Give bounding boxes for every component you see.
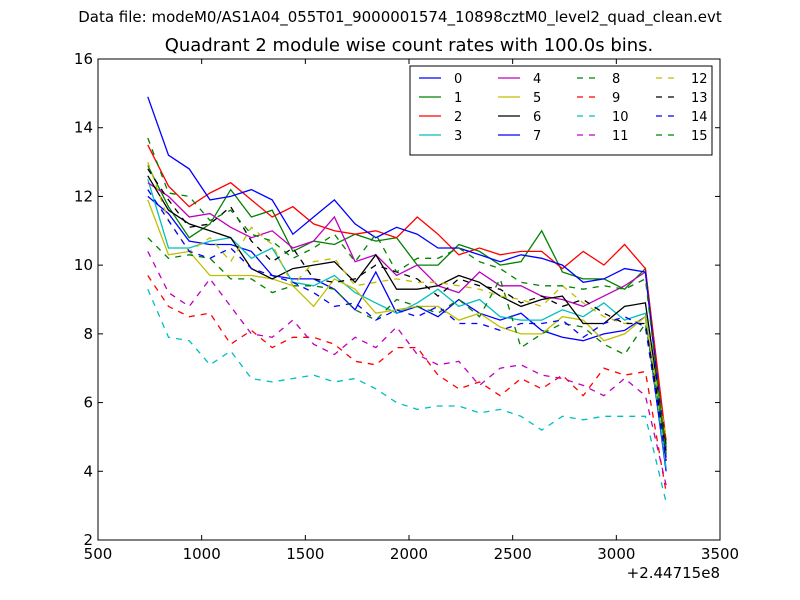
legend-label-11: 11	[612, 129, 629, 144]
y-tick-label: 10	[74, 256, 93, 274]
y-tick-label: 12	[74, 187, 93, 205]
legend-label-1: 1	[454, 91, 462, 106]
series-line-7	[147, 96, 667, 458]
figure-suptitle: Data file: modeM0/AS1A04_055T01_90000015…	[78, 8, 722, 26]
legend-label-3: 3	[454, 129, 462, 144]
legend-label-12: 12	[691, 72, 708, 87]
x-tick-label: 1500	[286, 545, 324, 563]
legend-label-9: 9	[612, 91, 620, 106]
series-line-1	[147, 165, 667, 444]
y-tick-label: 8	[83, 325, 93, 343]
series-line-10	[147, 288, 667, 503]
legend-label-10: 10	[612, 110, 629, 125]
series-line-0	[147, 195, 667, 472]
y-tick-label: 4	[83, 462, 93, 480]
y-tick-label: 2	[83, 531, 93, 549]
x-tick-label: 2500	[494, 545, 532, 563]
legend-label-7: 7	[533, 129, 541, 144]
y-tick-label: 6	[83, 394, 93, 412]
series-line-4	[147, 182, 667, 462]
series-line-14	[147, 189, 667, 462]
legend-label-5: 5	[533, 91, 541, 106]
y-tick-label: 14	[74, 119, 93, 137]
series-line-12	[147, 161, 667, 438]
x-tick-label: 500	[84, 545, 113, 563]
legend-label-6: 6	[533, 110, 541, 125]
legend-label-14: 14	[691, 110, 708, 125]
x-tick-label: 2000	[390, 545, 428, 563]
x-offset-label: +2.44715e8	[627, 564, 720, 582]
y-tick-label: 16	[74, 50, 93, 68]
legend-label-4: 4	[533, 72, 541, 87]
legend-frame	[409, 65, 713, 156]
series-line-9	[147, 275, 667, 493]
series-line-15	[147, 137, 667, 455]
series-layer	[147, 96, 667, 503]
series-line-11	[147, 251, 667, 486]
series-line-13	[147, 168, 667, 451]
series-line-6	[147, 175, 667, 448]
legend-label-8: 8	[612, 72, 620, 87]
x-tick-label: 1000	[183, 545, 221, 563]
legend-label-15: 15	[691, 129, 708, 144]
chart-title: Quadrant 2 module wise count rates with …	[164, 35, 654, 56]
x-tick-label: 3000	[597, 545, 635, 563]
legend-label-2: 2	[454, 110, 462, 125]
series-line-8	[147, 237, 667, 448]
series-line-2	[147, 144, 667, 441]
legend-label-13: 13	[691, 91, 708, 106]
legend-label-0: 0	[454, 72, 462, 87]
x-tick-label: 3500	[701, 545, 739, 563]
